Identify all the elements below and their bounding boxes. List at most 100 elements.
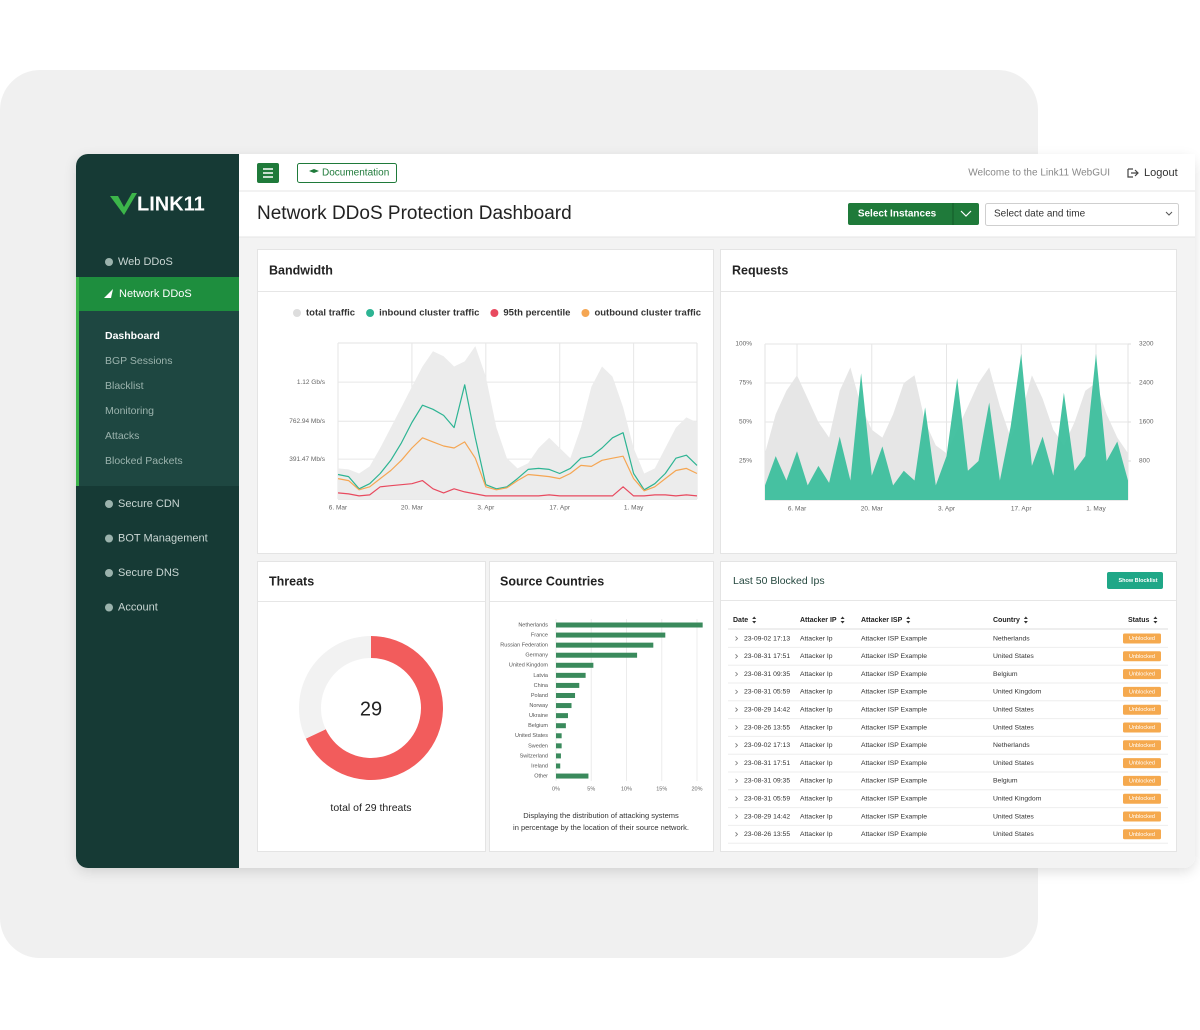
y-tick-label: Poland — [531, 693, 548, 699]
bar — [556, 653, 637, 658]
table-cell: 23-08-31 09:35 — [744, 671, 790, 678]
documentation-label: Documentation — [322, 168, 389, 179]
legend-item[interactable]: inbound cluster traffic — [366, 308, 479, 319]
y-tick-label: Ireland — [531, 763, 548, 769]
select-instances[interactable]: Select Instances — [848, 203, 979, 225]
status-label: Unblocked — [1129, 654, 1155, 660]
bar — [556, 753, 561, 758]
submenu-item[interactable]: Dashboard — [105, 330, 160, 342]
status-label: Unblocked — [1129, 636, 1155, 642]
table-cell: 23-09-02 17:13 — [744, 635, 790, 642]
y-tick-label: Russian Federation — [500, 643, 548, 649]
table-cell: Attacker ISP Example — [861, 813, 927, 820]
y-tick-label: Norway — [529, 703, 548, 709]
nav-label: BOT Management — [118, 532, 208, 544]
y-tick-label: United States — [515, 733, 548, 739]
table-cell: Attacker Ip — [800, 706, 833, 713]
nav-icon — [105, 535, 113, 543]
table-cell: Attacker Ip — [800, 635, 833, 642]
legend-swatch — [581, 309, 589, 317]
menu-button[interactable] — [257, 163, 279, 183]
legend-label: total traffic — [306, 308, 355, 319]
table-cell: 23-08-29 14:42 — [744, 706, 790, 713]
y2-tick-label: 800 — [1139, 458, 1150, 465]
y-tick-label: 75% — [739, 380, 752, 387]
documentation-button[interactable]: Documentation — [298, 164, 397, 183]
legend-swatch — [490, 309, 498, 317]
status-label: Unblocked — [1129, 689, 1155, 695]
x-tick-label: 20% — [692, 786, 703, 792]
column-header[interactable]: Attacker ISP — [861, 617, 903, 624]
table-cell: Attacker Ip — [800, 778, 833, 785]
status-label: Unblocked — [1129, 832, 1155, 838]
status-label: Unblocked — [1129, 725, 1155, 731]
submenu-item[interactable]: BGP Sessions — [105, 355, 173, 367]
table-cell: Attacker ISP Example — [861, 778, 927, 785]
submenu-item[interactable]: Blacklist — [105, 380, 144, 392]
y2-tick-label: 3200 — [1139, 341, 1154, 348]
status-label: Unblocked — [1129, 814, 1155, 820]
y-tick-label: Ukraine — [529, 713, 548, 719]
chart-caption: in percentage by the location of their s… — [513, 823, 689, 832]
status-label: Unblocked — [1129, 743, 1155, 749]
table-cell: Attacker ISP Example — [861, 653, 927, 660]
logo-text: LINK11 — [137, 193, 205, 215]
nav-icon — [105, 500, 113, 508]
threat-total: 29 — [360, 698, 382, 720]
panel — [490, 562, 714, 852]
submenu-item[interactable]: Blocked Packets — [105, 455, 183, 467]
table-cell: United Kingdom — [993, 795, 1042, 802]
table-cell: United States — [993, 813, 1034, 820]
table-cell: Attacker Ip — [800, 689, 833, 696]
x-tick-label: 3. Apr — [938, 506, 956, 513]
nav-item[interactable]: BOT Management — [105, 532, 208, 544]
chart-caption: Displaying the distribution of attacking… — [523, 811, 679, 820]
bar — [556, 743, 562, 748]
table-cell: Attacker Ip — [800, 795, 833, 802]
panel-title: Source Countries — [500, 574, 604, 588]
bar — [556, 733, 562, 738]
bar — [556, 723, 566, 728]
y-tick-label: Sweden — [528, 743, 548, 749]
table-cell: United States — [993, 706, 1034, 713]
bar — [556, 774, 588, 779]
show-blocklist-button[interactable]: Show Blocklist — [1107, 572, 1163, 589]
legend-label: inbound cluster traffic — [379, 308, 479, 319]
date-select-label: Select date and time — [994, 209, 1086, 220]
table-cell: Attacker Ip — [800, 724, 833, 731]
x-tick-label: 17. Apr — [549, 505, 570, 512]
sidebar-edge — [200, 154, 239, 868]
status-label: Unblocked — [1129, 778, 1155, 784]
table-cell: Attacker Ip — [800, 742, 833, 749]
active-bar — [76, 277, 79, 486]
table-cell: Attacker Ip — [800, 813, 833, 820]
y-tick-label: United Kingdom — [509, 663, 549, 669]
table-cell: Attacker ISP Example — [861, 795, 927, 802]
legend-item[interactable]: outbound cluster traffic — [581, 308, 701, 319]
legend-swatch — [366, 309, 374, 317]
table-cell: United States — [993, 831, 1034, 838]
y-tick-label: Other — [534, 774, 548, 780]
table-cell: Belgium — [993, 671, 1018, 678]
y-tick-label: 1.12 Gb/s — [297, 379, 326, 386]
x-tick-label: 15% — [656, 786, 667, 792]
table-cell: 23-08-31 05:59 — [744, 689, 790, 696]
y-tick-label: 762.94 Mb/s — [289, 418, 326, 425]
y-tick-label: 391.47 Mb/s — [289, 456, 326, 463]
table-cell: Attacker ISP Example — [861, 689, 927, 696]
bar — [556, 623, 703, 628]
submenu-item[interactable]: Monitoring — [105, 405, 154, 417]
panel-title: Threats — [269, 574, 314, 588]
column-header[interactable]: Date — [733, 617, 748, 624]
submenu-item[interactable]: Attacks — [105, 430, 139, 442]
y-tick-label: Netherlands — [518, 622, 548, 628]
y-tick-label: France — [531, 633, 548, 639]
date-select[interactable]: Select date and time — [986, 204, 1179, 226]
column-header[interactable]: Country — [993, 617, 1020, 624]
column-header[interactable]: Status — [1128, 617, 1150, 624]
bar — [556, 763, 560, 768]
column-header[interactable]: Attacker IP — [800, 617, 837, 624]
status-label: Unblocked — [1129, 672, 1155, 678]
